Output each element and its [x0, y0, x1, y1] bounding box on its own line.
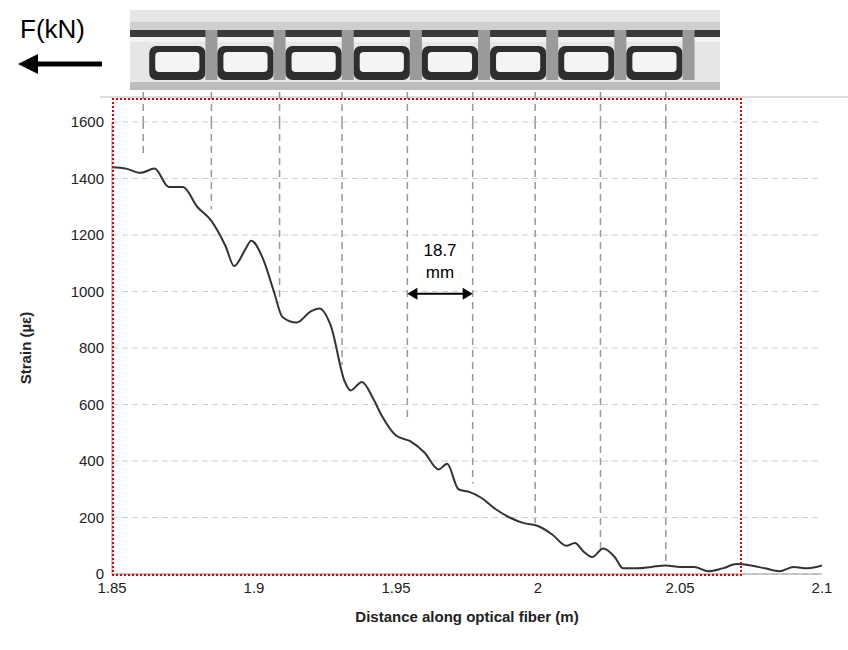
svg-text:800: 800 [79, 339, 104, 356]
svg-text:600: 600 [79, 396, 104, 413]
svg-text:200: 200 [79, 509, 104, 526]
svg-text:mm: mm [426, 263, 454, 282]
svg-text:1.9: 1.9 [244, 579, 265, 596]
svg-text:1000: 1000 [71, 283, 104, 300]
svg-text:1600: 1600 [71, 113, 104, 130]
svg-text:0: 0 [96, 565, 104, 582]
svg-text:Strain (µε): Strain (µε) [17, 312, 34, 384]
svg-text:Distance along optical fiber (: Distance along optical fiber (m) [355, 608, 578, 625]
svg-text:1400: 1400 [71, 170, 104, 187]
svg-text:1200: 1200 [71, 226, 104, 243]
svg-text:2.05: 2.05 [665, 579, 694, 596]
svg-text:2: 2 [534, 579, 542, 596]
svg-text:F(kN): F(kN) [20, 14, 85, 44]
svg-text:1.95: 1.95 [381, 579, 410, 596]
svg-text:400: 400 [79, 452, 104, 469]
svg-text:1.85: 1.85 [97, 578, 127, 596]
svg-text:18.7: 18.7 [423, 241, 456, 260]
svg-text:2.1: 2.1 [812, 579, 833, 596]
